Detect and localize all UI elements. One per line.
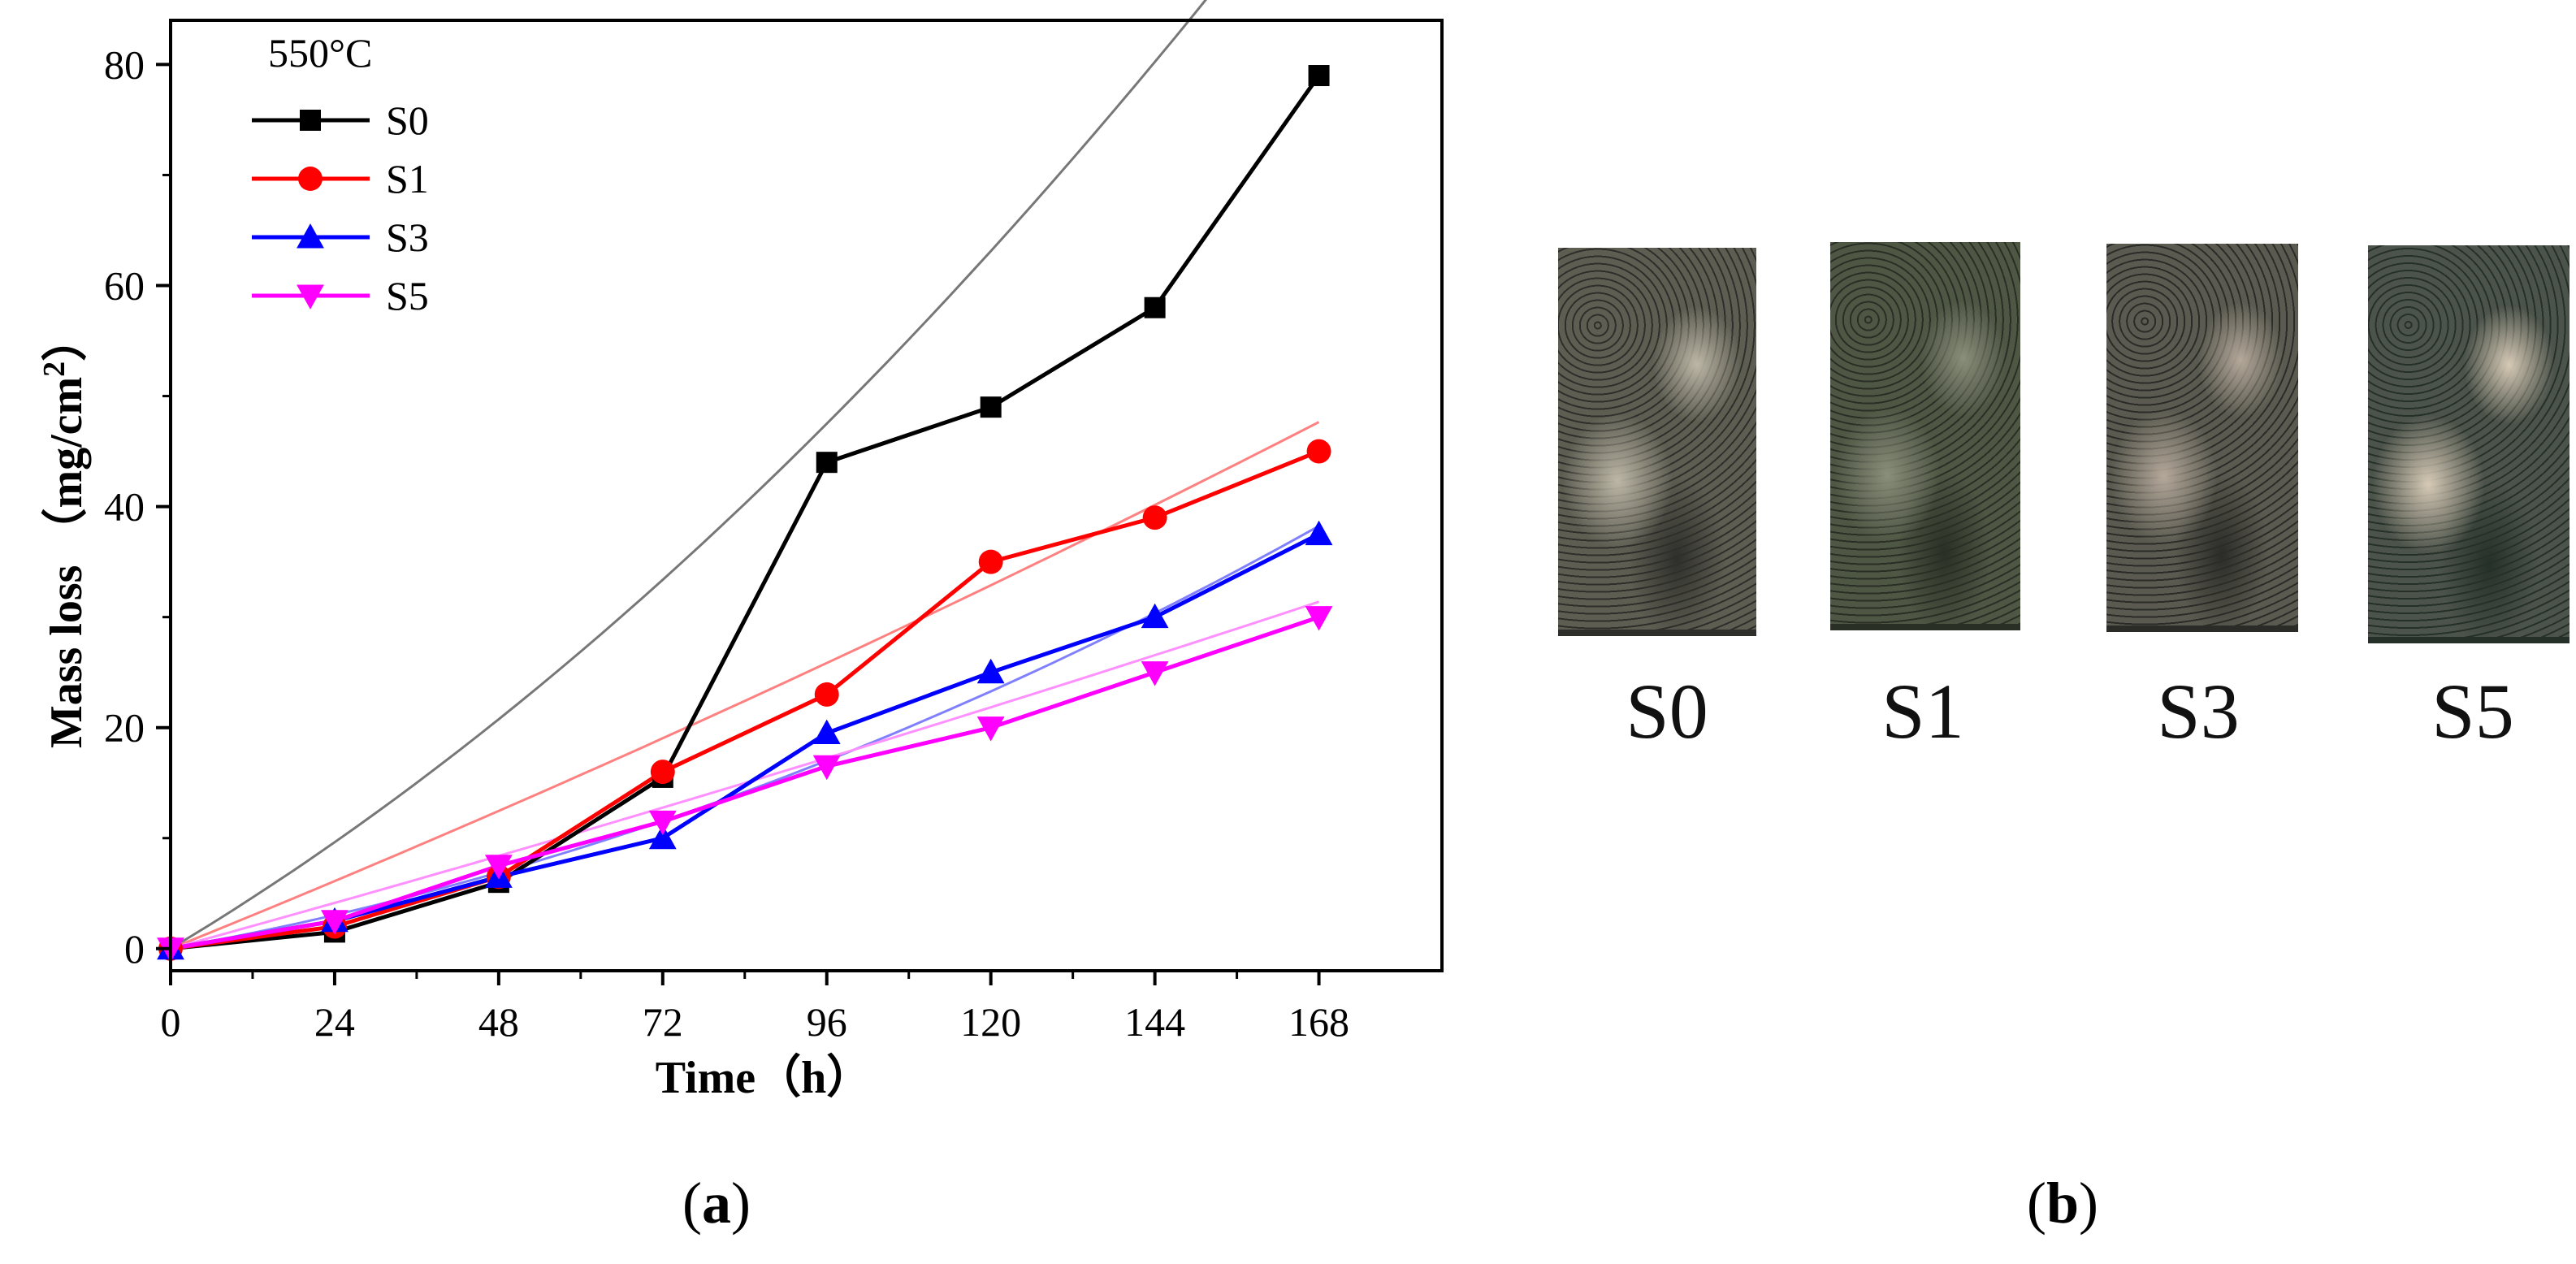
data-point [1305,520,1333,546]
y-tick-label: 80 [104,41,145,87]
fit-curve-s5 [170,600,1319,950]
y-tick-label: 0 [124,926,145,972]
y-tick-label: 20 [104,705,145,751]
x-tick-label: 72 [643,999,683,1045]
x-tick-label: 96 [807,999,847,1045]
legend-label-s3: S3 [386,214,429,260]
data-point [321,910,349,935]
y-tick-label: 40 [104,484,145,530]
sample-label-s0: S0 [1626,668,1708,755]
panel-label-b: (b) [2027,1171,2099,1236]
sample-s0-photo [1558,248,1756,636]
x-tick-label: 144 [1124,999,1185,1045]
panel-letter-b: b [2046,1171,2080,1236]
data-point [812,755,841,781]
series-lines [170,74,1321,951]
y-axis-label-close: ） [41,316,92,361]
series-markers [157,65,1333,963]
series-line-s1 [170,449,1320,951]
y-axis-label: Mass loss （mg/cm2） [37,316,92,748]
y-tick-label: 60 [104,263,145,309]
data-point [816,452,838,474]
legend-marker-s3 [297,223,324,249]
panel-label-a: (a) [682,1171,751,1236]
series-line-s0 [170,74,1321,951]
fit-curves [170,0,1320,950]
sample-label-s1: S1 [1881,668,1964,755]
data-point [980,396,1002,418]
temperature-annotation: 550°C [268,30,372,76]
x-axis-label: Time（h） [656,1052,872,1103]
data-point [976,658,1005,684]
sample-s3-photo [2106,244,2298,632]
sample-label-s5: S5 [2431,668,2514,755]
data-point [1141,661,1169,686]
data-point [976,716,1005,742]
data-point [1305,606,1333,631]
y-axis-label-sup: 2 [37,361,71,377]
sample-label-s3: S3 [2157,668,2240,755]
x-tick-label: 120 [960,999,1021,1045]
data-point [814,682,839,707]
x-tick-label: 0 [161,999,181,1045]
x-tick-label: 168 [1288,999,1349,1045]
sample-s5-photo [2368,245,2570,643]
series-line-s5 [170,615,1320,951]
data-point [648,810,677,836]
x-tick-label: 48 [478,999,519,1045]
sample-s1-photo [1830,242,2020,630]
data-point [812,719,841,745]
legend: S0 S1 S3 S5 [252,97,429,318]
data-point [1141,603,1169,629]
data-point [484,855,513,880]
fit-curve-s3 [170,525,1320,950]
data-point [650,760,675,785]
legend-label-s0: S0 [386,97,429,143]
fit-curve-s0 [170,0,1207,950]
data-point [1308,65,1330,87]
legend-marker-s0 [300,110,321,131]
data-point [1142,505,1167,530]
data-point [978,549,1003,574]
data-point [1144,297,1166,318]
series-line-s3 [170,532,1320,951]
legend-label-s5: S5 [386,273,429,318]
legend-marker-s5 [297,284,324,310]
plot-frame [169,19,1444,972]
tick-labels: 0 24 48 72 96 120 144 168 0 20 40 60 80 [104,41,1349,1045]
y-axis-label-main: Mass loss （mg/cm [41,377,92,748]
data-point [648,824,677,850]
data-point [1306,439,1331,464]
legend-label-s1: S1 [386,156,429,201]
legend-marker-s1 [298,167,323,191]
x-tick-label: 24 [314,999,355,1045]
panel-letter-a: a [701,1171,731,1236]
fit-curve-s1 [170,421,1320,950]
axis-ticks [156,63,1321,985]
